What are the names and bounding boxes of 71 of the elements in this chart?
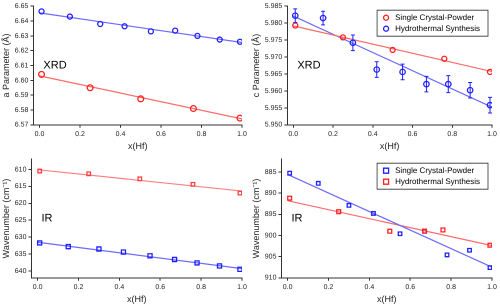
legend-label: Hydrothermal Synthesis [395, 24, 480, 33]
point [444, 252, 450, 258]
point [97, 20, 104, 28]
annotation: IR [41, 212, 53, 225]
point [287, 170, 292, 176]
point [194, 32, 201, 39]
point [441, 56, 448, 62]
point [423, 80, 430, 88]
point [236, 114, 242, 122]
point [86, 84, 94, 92]
point [488, 265, 492, 270]
x-axis-title: x(Hf) [128, 141, 148, 152]
point [389, 46, 396, 54]
y-axis-title: Wavenumber (cm⁻¹) [0, 178, 11, 258]
x-axis-title: x(Hf) [376, 294, 396, 304]
point [399, 68, 406, 76]
point [350, 39, 356, 46]
point [36, 240, 42, 246]
point [216, 263, 222, 269]
point [320, 14, 326, 22]
point [466, 86, 474, 94]
y-axis-title: Wavenumber (cm⁻¹) [250, 178, 261, 258]
point [120, 249, 126, 255]
annotation: XRD [297, 60, 321, 72]
x-axis-title: x(Hf) [126, 294, 146, 304]
point [336, 209, 342, 214]
point [190, 104, 197, 112]
point [467, 248, 472, 253]
annotation: XRD [43, 60, 67, 72]
point [387, 228, 392, 234]
point [238, 190, 242, 196]
y-axis-title: a Parameter (Å) [0, 33, 11, 98]
y-axis-title: c Parameter (Å) [250, 34, 261, 98]
point [86, 171, 92, 176]
point [66, 13, 74, 20]
point [346, 202, 352, 208]
point [444, 80, 452, 88]
point [237, 266, 242, 272]
point [172, 256, 178, 262]
point [190, 182, 196, 187]
point [292, 12, 299, 20]
point [236, 38, 242, 45]
point [316, 180, 321, 186]
point [216, 36, 223, 43]
point [137, 95, 144, 102]
point [37, 168, 42, 174]
point [487, 242, 492, 248]
x-axis-title: x(Hf) [380, 141, 400, 152]
point [398, 231, 402, 236]
point [38, 70, 46, 78]
point [371, 211, 376, 216]
point [121, 23, 128, 30]
point [486, 102, 492, 108]
point [440, 227, 446, 232]
point [96, 246, 102, 252]
point [486, 68, 492, 76]
point [340, 34, 346, 41]
point [38, 8, 45, 15]
point [194, 260, 200, 266]
legend-label: Hydrothermal Synthesis [395, 176, 480, 186]
point [137, 176, 142, 182]
point [172, 28, 178, 34]
point [148, 28, 154, 35]
point [287, 196, 292, 201]
point [292, 22, 298, 29]
point [66, 244, 71, 250]
annotation: IR [291, 212, 303, 225]
legend-label: Single Crystal-Powder [395, 12, 475, 22]
point [147, 253, 153, 258]
point [373, 66, 380, 73]
legend-label: Single Crystal-Powder [395, 166, 475, 175]
